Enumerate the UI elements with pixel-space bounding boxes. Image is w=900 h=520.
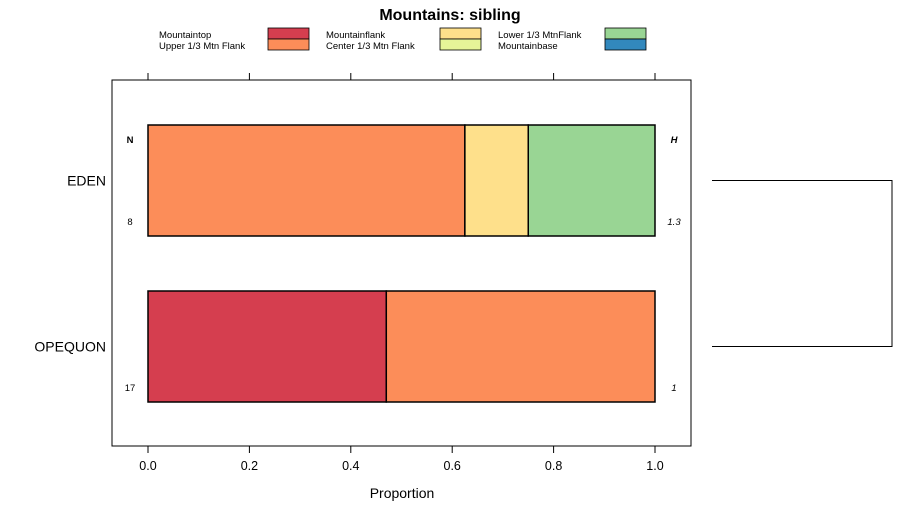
legend-swatch-lower-1-3-mtnflank [604,27,647,40]
legend-label-mountainbase: Mountainbase [498,41,558,52]
category-label-eden: EDEN [67,173,106,189]
dendrogram [712,180,893,347]
n-value-opequon: 17 [125,383,136,394]
x-tick-label-0: 0.0 [139,459,156,473]
legend-label-center-1-3-mtn-flank: Center 1/3 Mtn Flank [326,41,415,52]
legend-label-mountainflank: Mountainflank [326,30,385,41]
legend-swatch-center-1-3-mtn-flank [439,38,482,51]
legend-swatch-mountaintop [267,27,310,40]
plot-frame [111,79,692,447]
legend-swatch-upper-1-3-mtn-flank [267,38,310,51]
category-label-opequon: OPEQUON [34,339,106,355]
x-tick-label-3: 0.6 [444,459,461,473]
bar-opequon-upper-1-3-mtn-flank [385,290,656,403]
bar-opequon-mountaintop [147,290,388,403]
h-value-opequon: 1 [671,383,676,394]
x-tick-label-4: 0.8 [545,459,562,473]
row-annotations: N H 8 17 1.3 1 [125,135,682,394]
legend-label-upper-1-3-mtn-flank: Upper 1/3 Mtn Flank [159,41,245,52]
x-tick-label-5: 1.0 [646,459,663,473]
x-axis-label: Proportion [370,485,435,501]
n-header: N [127,135,134,146]
x-tick-label-2: 0.4 [342,459,359,473]
legend-label-mountaintop: Mountaintop [159,30,211,41]
legend-swatch-mountainflank [439,27,482,40]
chart-title: Mountains: sibling [379,7,520,24]
x-axis: 0.0 0.2 0.4 0.6 0.8 1.0 [139,73,664,473]
x-tick-label-1: 0.2 [241,459,258,473]
bar-eden-mountainflank [464,124,529,237]
h-value-eden: 1.3 [667,217,681,228]
legend-swatch-mountainbase [604,38,647,51]
h-header: H [671,135,679,146]
bars: EDEN OPEQUON [34,124,656,403]
bar-eden-lower-1-3-mtnflank [527,124,656,237]
n-value-eden: 8 [127,217,132,228]
legend-label-lower-1-3-mtnflank: Lower 1/3 MtnFlank [498,30,582,41]
bar-eden-upper-1-3-mtn-flank [147,124,466,237]
